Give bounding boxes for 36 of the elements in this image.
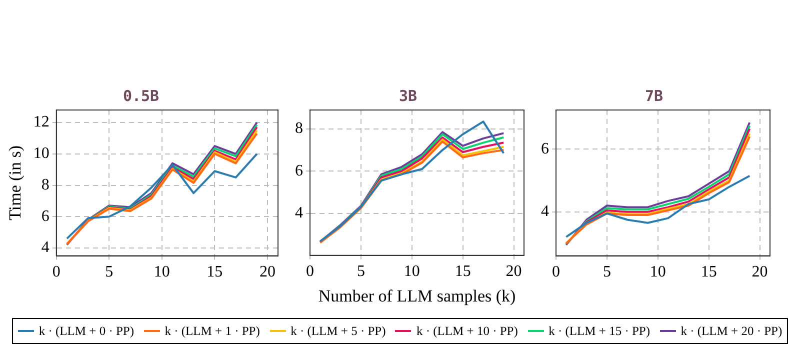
y-tick-label: 6 [41, 208, 50, 225]
y-tick-label: 10 [33, 145, 50, 162]
y-tick-label: 8 [41, 176, 50, 194]
x-tick-label: 5 [602, 264, 611, 281]
legend-label: k · (LLM + 1 · PP) [164, 324, 260, 338]
x-tick-label: 15 [454, 263, 471, 280]
y-tick-label: 8 [295, 120, 303, 138]
x-tick-label: 20 [259, 264, 276, 281]
y-tick-label: 12 [33, 114, 50, 131]
chart-title: 3B [398, 86, 418, 105]
x-tick-label: 20 [506, 263, 522, 280]
x-tick-label: 15 [700, 264, 717, 281]
x-tick-label: 5 [105, 264, 114, 281]
x-tick-label: 0 [306, 263, 314, 280]
x-tick-label: 10 [404, 263, 420, 280]
x-tick-label: 5 [356, 263, 365, 280]
chart-title: 7B [644, 86, 664, 105]
x-tick-label: 10 [650, 264, 666, 281]
x-tick-label: 15 [206, 264, 223, 281]
y-tick-label: 4 [541, 203, 549, 220]
x-tick-label: 0 [552, 264, 560, 281]
x-axis-title: Number of LLM samples (k) [318, 286, 516, 306]
y-tick-label: 4 [41, 239, 50, 256]
y-tick-label: 6 [295, 162, 303, 180]
legend-label: k · (LLM + 10 · PP) [415, 324, 518, 338]
y-tick-label: 4 [295, 204, 303, 222]
legend-label: k · (LLM + 5 · PP) [290, 324, 386, 338]
legend-label: k · (LLM + 0 · PP) [38, 324, 134, 338]
y-axis-title: Time (in s) [6, 145, 25, 220]
chart-title: 0.5B [122, 86, 160, 105]
x-tick-label: 0 [52, 264, 60, 281]
y-tick-label: 6 [541, 140, 549, 158]
x-tick-label: 20 [752, 264, 768, 281]
legend-label: k · (LLM + 20 · PP) [680, 324, 782, 338]
x-tick-label: 10 [154, 264, 170, 281]
legend-label: k · (LLM + 15 · PP) [548, 324, 650, 338]
